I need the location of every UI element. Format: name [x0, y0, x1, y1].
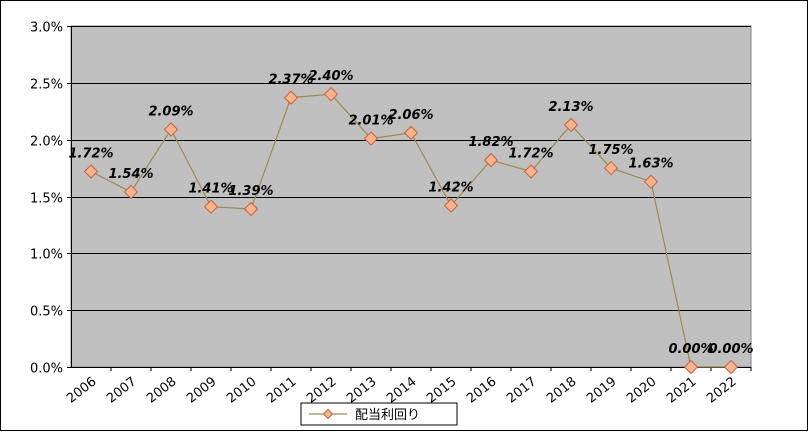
series-layer: [83, 86, 739, 375]
x-tick-label-2011: 2011: [264, 374, 299, 406]
x-tick-label-2021: 2021: [664, 374, 699, 406]
x-tick-label-2014: 2014: [384, 374, 419, 406]
x-tick-label-2007: 2007: [104, 374, 139, 406]
data-label-2021: 0.00%: [668, 342, 713, 357]
x-tick-label-2012: 2012: [304, 374, 339, 406]
x-axis: 2006 2007 2008 2009 2010 2011 2012 2013 2014 2015…: [64, 367, 752, 407]
gridlines: [71, 26, 751, 311]
data-point-2006: [83, 164, 99, 179]
y-tick-label-1: 0.5%: [30, 305, 63, 320]
x-tick-label-2010: 2010: [224, 374, 259, 406]
data-label-2006: 1.72%: [68, 146, 113, 161]
data-label-2022: 0.00%: [708, 342, 753, 357]
data-point-2015: [443, 198, 459, 213]
y-tick-label-0: 0.0%: [30, 362, 63, 377]
data-point-2016: [483, 152, 499, 168]
data-label-2007: 1.54%: [108, 167, 153, 182]
legend-label: 配当利回り: [355, 408, 420, 423]
data-label-2017: 1.72%: [508, 146, 553, 161]
y-axis: 0.0% 0.5% 1.0% 1.5% 2.0% 2.5% 3.0%: [30, 21, 72, 377]
x-tick-label-2009: 2009: [184, 374, 219, 406]
y-tick-label-6: 3.0%: [30, 21, 63, 36]
y-tick-label-3: 1.5%: [30, 192, 63, 207]
data-label-2012: 2.40%: [308, 69, 353, 84]
x-tick-label-2022: 2022: [704, 374, 739, 406]
data-point-2009: [203, 199, 219, 214]
data-point-2022: [723, 359, 739, 375]
data-point-2011: [283, 90, 299, 105]
legend-marker-swatch: [322, 408, 334, 420]
data-label-2020: 1.63%: [628, 157, 673, 172]
data-label-2010: 1.39%: [228, 184, 273, 199]
data-label-2019: 1.75%: [588, 143, 633, 158]
plot-area: [70, 25, 752, 368]
x-tick-label-2013: 2013: [344, 374, 379, 406]
x-tick-label-2016: 2016: [464, 374, 499, 406]
data-point-2012: [323, 86, 339, 102]
x-tick-label-2006: 2006: [64, 374, 99, 406]
legend: 配当利回り: [300, 402, 458, 426]
y-tick-label-5: 2.5%: [30, 78, 63, 93]
legend-box: [300, 402, 458, 426]
data-point-2017: [523, 164, 539, 179]
x-tick-label-2008: 2008: [144, 374, 179, 406]
data-label-2014: 2.06%: [388, 108, 433, 123]
data-label-2008: 2.09%: [148, 104, 193, 119]
y-tick-label-2: 1.0%: [30, 248, 63, 263]
x-tick-label-2019: 2019: [584, 374, 619, 406]
data-label-2011: 2.37%: [268, 73, 313, 88]
data-label-2015: 1.42%: [428, 181, 473, 196]
y-tick-label-4: 2.0%: [30, 135, 63, 150]
data-label-2018: 2.13%: [548, 100, 593, 115]
x-tick-label-2017: 2017: [504, 374, 539, 406]
x-tick-label-2020: 2020: [624, 374, 659, 406]
data-point-2019: [603, 160, 619, 176]
data-label-2013: 2.01%: [348, 114, 393, 129]
x-tick-label-2015: 2015: [424, 374, 459, 406]
x-tick-label-2018: 2018: [544, 374, 579, 406]
data-point-2018: [563, 117, 579, 133]
data-label-2009: 1.41%: [188, 182, 233, 197]
data-point-2013: [363, 131, 379, 146]
data-point-2010: [243, 201, 259, 217]
data-point-2014: [403, 125, 419, 141]
data-point-2007: [123, 184, 139, 200]
data-point-2008: [163, 122, 179, 137]
data-point-2021: [683, 359, 699, 375]
data-labels: 1.72% 1.54% 2.09% 1.41%1.39% 2.37%2.40% 2.01%…: [68, 69, 753, 357]
data-point-2020: [643, 174, 659, 189]
data-label-2016: 1.82%: [468, 135, 513, 150]
